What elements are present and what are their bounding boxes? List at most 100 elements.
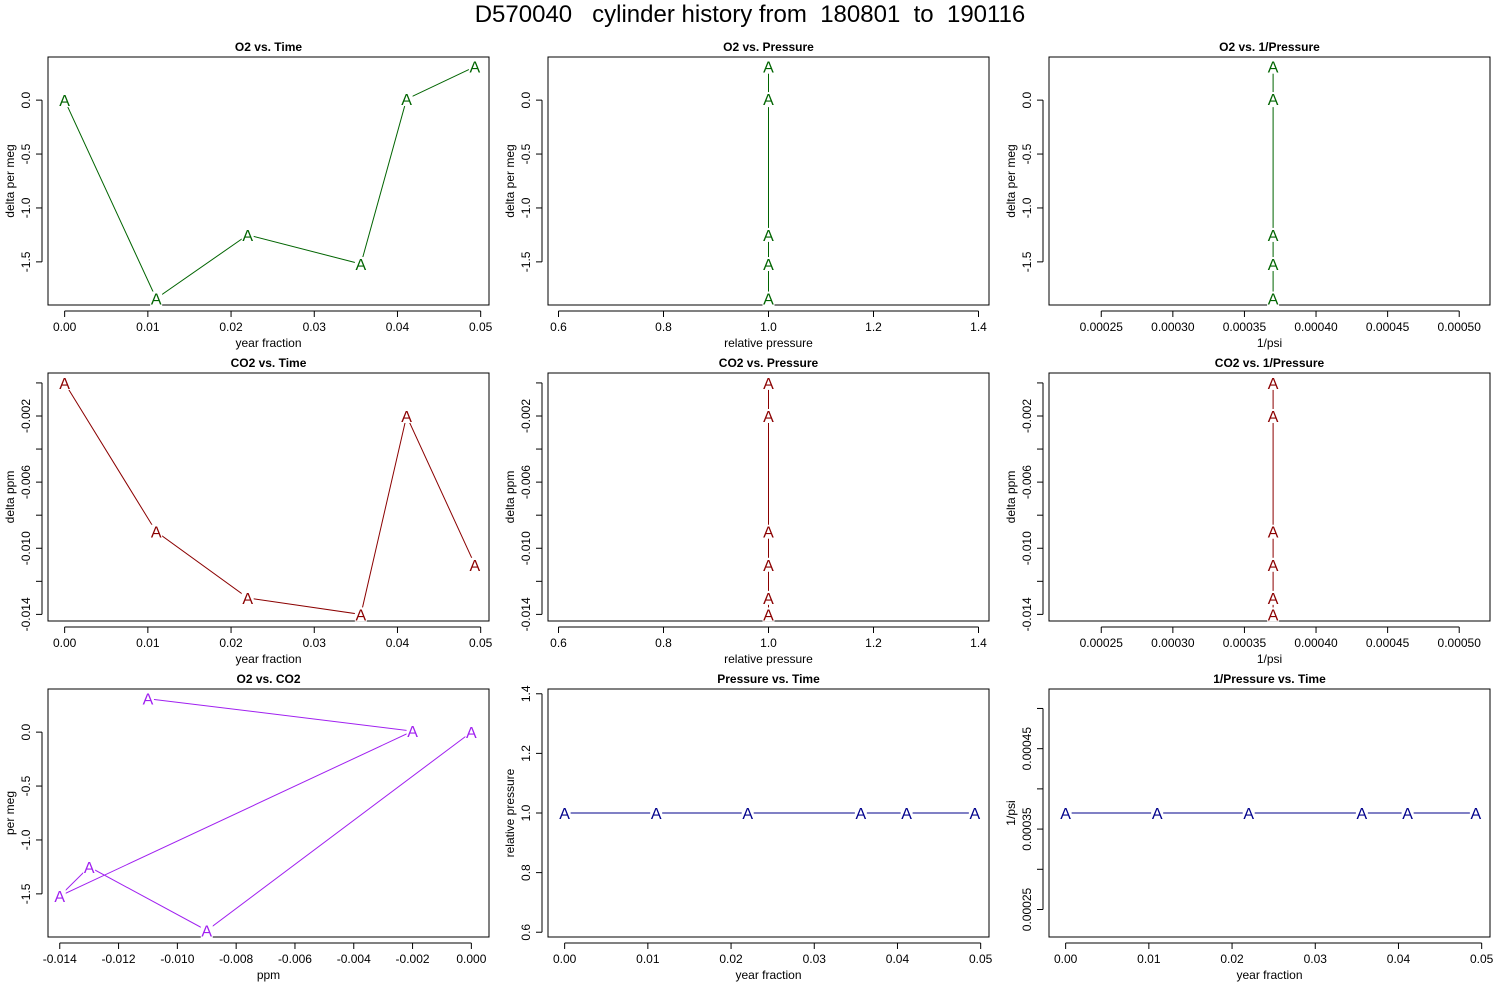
- data-point-marker: A: [1268, 292, 1279, 309]
- marker-bg: [762, 227, 775, 242]
- y-tick-label: 1.2: [519, 745, 533, 762]
- y-axis-label: delta ppm: [503, 471, 517, 524]
- x-tick-label: 0.00025: [1080, 320, 1124, 334]
- y-tick-label: 0.0: [1020, 91, 1034, 108]
- x-tick-label: 0.03: [303, 636, 327, 650]
- data-point-marker: A: [1268, 257, 1279, 274]
- marker-bg: [1267, 92, 1280, 107]
- marker-bg: [762, 375, 775, 390]
- data-point-marker: A: [1268, 607, 1279, 624]
- data-point-marker: A: [1268, 376, 1279, 393]
- x-tick-label: -0.012: [102, 952, 136, 966]
- y-tick-label: -0.002: [19, 399, 33, 433]
- panel-4: CO2 vs. Time 0.00 0.01 0.02 0.03 0.04 0.05 year…: [3, 356, 493, 666]
- x-tick-label: -0.008: [219, 952, 253, 966]
- y-tick-label: 0.00035: [1020, 807, 1034, 851]
- data-point-marker: A: [466, 725, 477, 742]
- y-tick-label: -1.5: [19, 883, 33, 904]
- data-point-marker: A: [1402, 806, 1413, 823]
- y-tick-label: -1.0: [519, 197, 533, 218]
- marker-bg: [468, 557, 481, 572]
- marker-bg: [1267, 607, 1280, 622]
- data-point-marker: A: [856, 806, 867, 823]
- x-tick-label: 0.00050: [1438, 636, 1482, 650]
- marker-bg: [1267, 59, 1280, 74]
- x-tick-label: 0.6: [550, 320, 567, 334]
- x-tick-label: 0.00: [53, 320, 77, 334]
- marker-bg: [1059, 806, 1072, 820]
- x-tick-label: 0.00035: [1223, 636, 1267, 650]
- y-tick-label: 0.0: [19, 91, 33, 108]
- x-tick-label: 0.00050: [1438, 320, 1482, 334]
- y-tick-label: 0.6: [519, 924, 533, 941]
- x-tick-label: 0.01: [1137, 952, 1161, 966]
- marker-bg: [400, 408, 413, 423]
- x-axis-label: relative pressure: [724, 652, 813, 666]
- marker-bg: [1267, 590, 1280, 605]
- data-point-marker: A: [1152, 806, 1163, 823]
- x-tick-label: 0.00045: [1366, 636, 1410, 650]
- y-tick-label: -0.006: [19, 465, 33, 499]
- x-tick-label: 1.0: [760, 320, 777, 334]
- plot-frame: [547, 688, 990, 938]
- panel-title: O2 vs. 1/Pressure: [1219, 40, 1320, 54]
- data-point-marker: A: [1268, 92, 1279, 109]
- data-point-marker: A: [242, 591, 253, 608]
- x-tick-label: 0.03: [1304, 952, 1328, 966]
- x-tick-label: 0.01: [136, 320, 160, 334]
- panel-2: O2 vs. Pressure 0.6 0.8 1.0 1.2 1.4 relative p…: [503, 40, 990, 350]
- panel-title: Pressure vs. Time: [717, 672, 820, 686]
- x-tick-label: 0.03: [803, 952, 827, 966]
- data-point-marker: A: [763, 92, 774, 109]
- panel-title: CO2 vs. 1/Pressure: [1215, 356, 1325, 370]
- marker-bg: [465, 725, 478, 740]
- y-tick-label: -0.5: [19, 775, 33, 796]
- marker-bg: [741, 806, 754, 820]
- x-tick-label: 0.02: [219, 636, 243, 650]
- panel-1: O2 vs. Time 0.00 0.01 0.02 0.03 0.04 0.05 year …: [3, 40, 493, 350]
- marker-bg: [1242, 806, 1255, 820]
- marker-bg: [241, 590, 254, 605]
- data-point-marker: A: [742, 806, 753, 823]
- marker-bg: [1469, 806, 1482, 820]
- data-point-marker: A: [143, 692, 154, 709]
- marker-bg: [58, 93, 71, 108]
- x-axis-label: 1/psi: [1257, 336, 1282, 350]
- y-tick-label: -0.5: [19, 143, 33, 164]
- y-tick-label: -1.5: [519, 251, 533, 272]
- x-tick-label: 1.0: [760, 636, 777, 650]
- marker-bg: [762, 59, 775, 74]
- data-point-marker: A: [1268, 60, 1279, 77]
- marker-bg: [762, 257, 775, 272]
- x-tick-label: 0.00: [1054, 952, 1078, 966]
- y-tick-label: -0.014: [519, 597, 533, 631]
- y-tick-label: -0.002: [519, 399, 533, 433]
- panel-title: 1/Pressure vs. Time: [1213, 672, 1326, 686]
- data-point-marker: A: [901, 806, 912, 823]
- x-tick-label: 0.02: [1220, 952, 1244, 966]
- data-point-marker: A: [356, 257, 367, 274]
- plot-frame: [47, 688, 490, 938]
- plot-frame: [1048, 688, 1491, 938]
- data-point-marker: A: [407, 724, 418, 741]
- x-tick-label: 0.00040: [1294, 636, 1338, 650]
- x-tick-label: 0.01: [636, 952, 660, 966]
- x-tick-label: 0.6: [550, 636, 567, 650]
- data-point-marker: A: [559, 806, 570, 823]
- marker-bg: [354, 257, 367, 272]
- x-tick-label: 0.04: [886, 952, 910, 966]
- data-point-marker: A: [763, 257, 774, 274]
- x-axis-label: 1/psi: [1257, 652, 1282, 666]
- y-tick-label: 0.8: [519, 864, 533, 881]
- y-tick-label: 0.00025: [1020, 887, 1034, 931]
- x-tick-label: 0.04: [386, 636, 410, 650]
- x-tick-label: 0.05: [969, 952, 993, 966]
- y-tick-label: -0.014: [1020, 597, 1034, 631]
- marker-bg: [406, 724, 419, 739]
- marker-bg: [558, 806, 571, 820]
- x-tick-label: 0.00040: [1294, 320, 1338, 334]
- x-tick-label: 0.05: [469, 636, 493, 650]
- x-tick-label: 0.02: [719, 952, 743, 966]
- data-point-marker: A: [470, 558, 481, 575]
